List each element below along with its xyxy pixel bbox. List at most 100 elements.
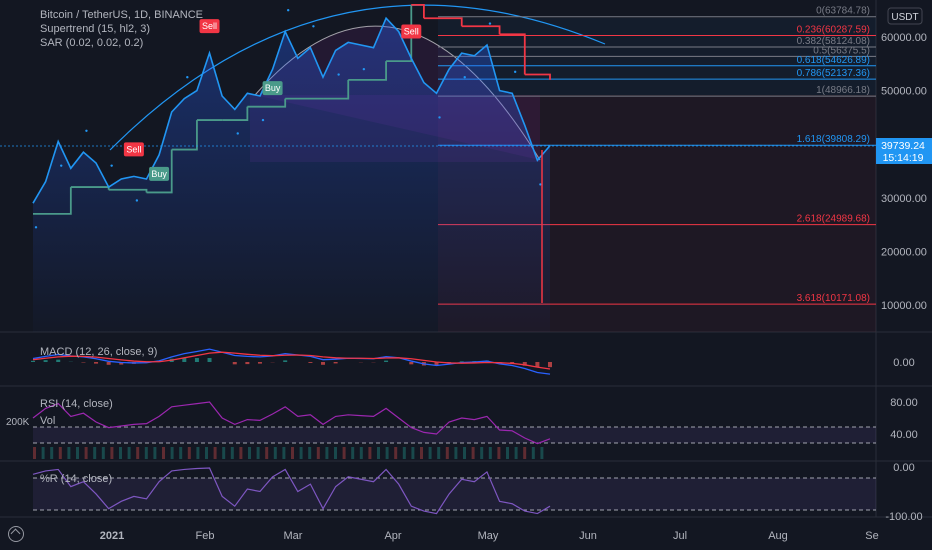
wr-tick: -100.00	[885, 511, 922, 523]
sar-dot	[539, 183, 542, 186]
volume-bar	[308, 447, 312, 459]
chart-legend: Bitcoin / TetherUS, 1D, BINANCE Supertre…	[40, 8, 203, 50]
volume-bar	[325, 447, 329, 459]
bar-countdown: 15:14:19	[883, 152, 924, 164]
macd-histogram-bar	[384, 360, 389, 362]
volume-bar	[265, 447, 269, 459]
rsi-tick: 40.00	[890, 429, 918, 441]
volume-bar	[222, 447, 226, 459]
volume-bar	[196, 447, 200, 459]
volume-bar	[402, 447, 406, 459]
svg-text:USDT: USDT	[891, 12, 918, 23]
rsi-pane[interactable]: 80.00 40.00	[32, 397, 918, 459]
wr-legend[interactable]: %R (14, close)	[40, 473, 113, 485]
volume-bar	[523, 447, 527, 459]
price-tick: 50000.00	[881, 86, 927, 98]
price-area-fill	[33, 18, 550, 332]
price-axis[interactable]: 60000.0050000.0040000.0030000.0020000.00…	[881, 32, 927, 312]
volume-bar	[144, 447, 148, 459]
williams-r-pane[interactable]: 0.00 -100.00	[32, 462, 923, 523]
buy-signal: Buy	[262, 81, 283, 96]
supertrend-segment	[423, 17, 463, 27]
vol-legend[interactable]: Vol	[40, 415, 56, 427]
volume-bar	[368, 447, 372, 459]
buy-signal: Buy	[149, 166, 170, 181]
volume-bar	[437, 447, 441, 459]
macd-histogram-bar	[245, 362, 250, 365]
macd-histogram-bar	[182, 357, 187, 362]
macd-histogram-bar	[535, 362, 540, 368]
sar-legend[interactable]: SAR (0.02, 0.02, 0.2)	[40, 37, 144, 49]
volume-bar	[153, 447, 157, 459]
price-path	[32, 16, 551, 204]
sell-signal: Sell	[123, 142, 144, 157]
time-tick: Se	[865, 530, 878, 542]
sar-dot	[438, 116, 441, 119]
macd-histogram-bar	[31, 360, 35, 362]
volume-bar	[351, 447, 355, 459]
time-axis[interactable]: 2021 Feb Mar Apr May Jun Jul Aug Se	[100, 530, 879, 542]
signal-label: Sell	[202, 21, 217, 31]
supertrend-segment	[323, 79, 350, 100]
volume-bar	[342, 447, 346, 459]
supertrend-segment	[222, 106, 249, 121]
sar-dot	[513, 70, 517, 74]
volume-bar	[41, 447, 45, 459]
macd-histogram-bar	[321, 362, 326, 365]
volume-bar	[334, 447, 337, 459]
macd-histogram-bar	[548, 362, 552, 368]
symbol-title[interactable]: Bitcoin / TetherUS, 1D, BINANCE	[40, 9, 204, 21]
fib-label: 0(63784.78)	[816, 6, 870, 17]
fibonacci-levels[interactable]: 0(63784.78) 0.236(60287.59)0.382(58124.08…	[438, 6, 876, 305]
volume-bar	[127, 447, 131, 459]
supertrend-segment	[524, 73, 551, 80]
macd-histogram-bar	[106, 362, 111, 365]
sell-signal: Sell	[401, 24, 422, 39]
rsi-legend[interactable]: RSI (14, close)	[40, 398, 113, 410]
volume-bar	[230, 447, 234, 459]
fib-label: 0.786(52137.36)	[797, 68, 870, 79]
sar-dot	[135, 199, 139, 202]
macd-histogram-bar	[194, 358, 199, 362]
sar-dot	[60, 164, 63, 167]
volume-bar	[33, 447, 36, 459]
macd-line	[32, 348, 551, 375]
macd-histogram-bar	[308, 362, 313, 363]
signal-badges[interactable]: Sell Buy Sell Buy Sell	[123, 19, 422, 181]
last-price: 39739.24	[881, 140, 925, 152]
sar-dot	[236, 132, 239, 135]
supertrend-segment	[461, 25, 501, 35]
volume-bar	[488, 447, 492, 459]
supertrend-segment	[348, 61, 387, 81]
volume-bar	[531, 447, 535, 459]
volume-bar	[480, 447, 484, 459]
wr-tick: 0.00	[893, 462, 914, 474]
signal-label: Sell	[404, 26, 419, 36]
sell-signal: Sell	[199, 19, 220, 34]
fib-label: 3.618(10171.08)	[797, 293, 870, 304]
volume-bar	[170, 447, 174, 459]
sar-dot	[261, 118, 265, 122]
supertrend-legend[interactable]: Supertrend (15, hl2, 3)	[40, 23, 151, 35]
time-tick: Aug	[768, 530, 788, 542]
volume-bar	[428, 447, 432, 459]
volume-bar	[377, 447, 380, 459]
volume-bar	[187, 447, 191, 459]
volume-bar	[76, 447, 79, 459]
signal-box	[123, 142, 144, 157]
macd-histogram-bar	[333, 362, 338, 364]
volume-bar	[162, 447, 165, 459]
time-tick: Mar	[284, 530, 303, 542]
signal-label: Buy	[265, 83, 281, 93]
macd-histogram-bar	[283, 360, 288, 362]
macd-histogram-bar	[522, 362, 527, 366]
macd-pane[interactable]: 0.00	[31, 348, 915, 375]
supertrend-segment	[33, 187, 72, 215]
currency-badge[interactable]: USDT	[887, 7, 923, 25]
signal-box	[199, 19, 220, 34]
go-to-realtime-icon[interactable]	[8, 526, 24, 542]
macd-legend[interactable]: MACD (12, 26, close, 9)	[40, 346, 158, 358]
volume-bar	[67, 447, 71, 459]
macd-histogram-bar	[43, 360, 48, 362]
